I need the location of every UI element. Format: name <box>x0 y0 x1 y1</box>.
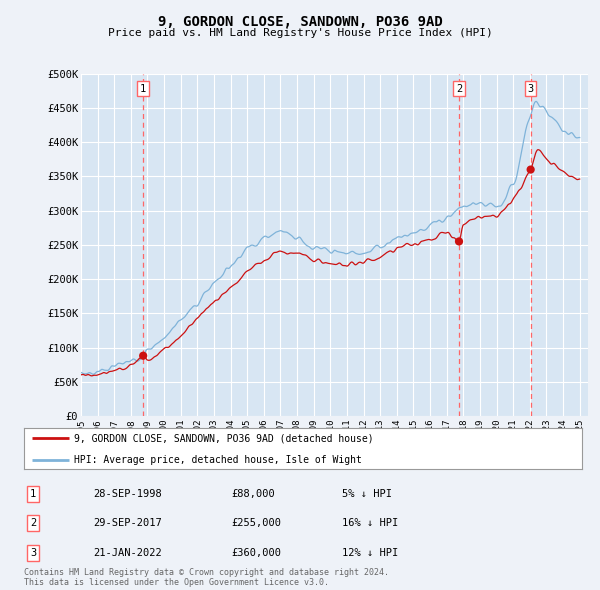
Point <box>139 351 148 360</box>
Text: Contains HM Land Registry data © Crown copyright and database right 2024.
This d: Contains HM Land Registry data © Crown c… <box>24 568 389 587</box>
Text: 12% ↓ HPI: 12% ↓ HPI <box>342 548 398 558</box>
Point <box>454 237 464 246</box>
Text: 1: 1 <box>140 84 146 94</box>
Text: 3: 3 <box>527 84 534 94</box>
Text: 2: 2 <box>456 84 462 94</box>
Text: 29-SEP-2017: 29-SEP-2017 <box>93 519 162 528</box>
Text: 1: 1 <box>30 489 36 499</box>
Point <box>526 165 535 174</box>
Text: Price paid vs. HM Land Registry's House Price Index (HPI): Price paid vs. HM Land Registry's House … <box>107 28 493 38</box>
Text: 28-SEP-1998: 28-SEP-1998 <box>93 489 162 499</box>
Text: 16% ↓ HPI: 16% ↓ HPI <box>342 519 398 528</box>
Text: 21-JAN-2022: 21-JAN-2022 <box>93 548 162 558</box>
Text: 9, GORDON CLOSE, SANDOWN, PO36 9AD (detached house): 9, GORDON CLOSE, SANDOWN, PO36 9AD (deta… <box>74 433 374 443</box>
Text: 3: 3 <box>30 548 36 558</box>
Text: 9, GORDON CLOSE, SANDOWN, PO36 9AD: 9, GORDON CLOSE, SANDOWN, PO36 9AD <box>158 15 442 29</box>
Text: £255,000: £255,000 <box>231 519 281 528</box>
Text: £88,000: £88,000 <box>231 489 275 499</box>
Text: HPI: Average price, detached house, Isle of Wight: HPI: Average price, detached house, Isle… <box>74 455 362 465</box>
Text: 5% ↓ HPI: 5% ↓ HPI <box>342 489 392 499</box>
Text: £360,000: £360,000 <box>231 548 281 558</box>
Text: 2: 2 <box>30 519 36 528</box>
